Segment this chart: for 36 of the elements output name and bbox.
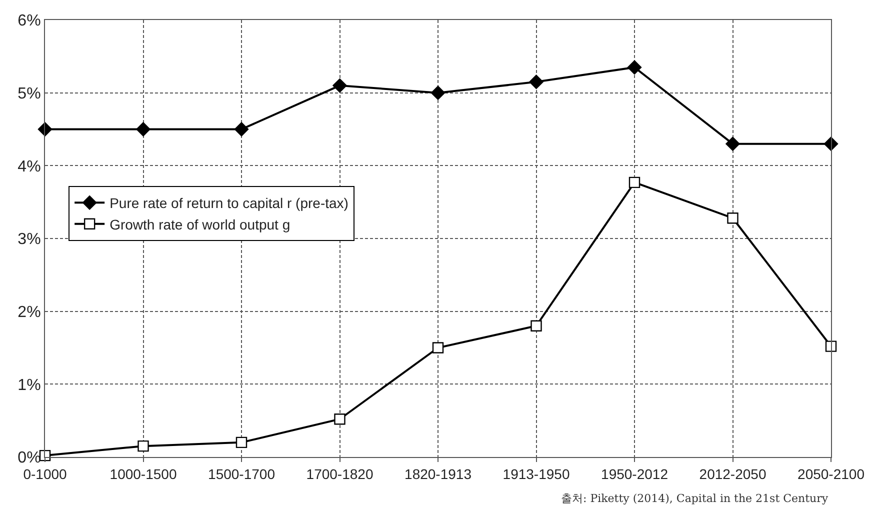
point xyxy=(825,340,837,352)
legend-label: Growth rate of world output g xyxy=(110,216,290,232)
x-tick-label: 2050-2100 xyxy=(798,466,865,482)
y-tick-label: 0% xyxy=(18,450,41,467)
x-tick-label: 1500-1700 xyxy=(208,466,276,482)
point xyxy=(824,136,838,151)
x-tick-label: 1820-1913 xyxy=(404,466,472,482)
point xyxy=(136,122,150,136)
legend-label: Pure rate of return to capital r (pre-tax) xyxy=(110,195,348,212)
point xyxy=(726,136,740,151)
point xyxy=(432,342,444,354)
y-tick-label: 2% xyxy=(18,304,41,321)
point xyxy=(332,78,347,93)
y-tick-label: 4% xyxy=(18,158,41,176)
y-tick-label: 6% xyxy=(18,12,41,30)
point xyxy=(234,122,249,136)
x-tick-label: 1950-2012 xyxy=(601,466,668,482)
y-tick-label: 5% xyxy=(18,85,41,102)
point xyxy=(334,414,346,425)
x-tick-label: 1000-1500 xyxy=(110,466,177,482)
point xyxy=(430,86,446,100)
point xyxy=(529,74,544,90)
point xyxy=(727,212,738,224)
x-tick-label: 2012-2050 xyxy=(699,466,766,482)
x-tick-label: 1700-1820 xyxy=(306,466,374,482)
point xyxy=(627,60,642,74)
point xyxy=(628,176,640,188)
y-tick-label: 1% xyxy=(18,376,41,394)
point xyxy=(236,436,248,448)
point xyxy=(530,320,542,332)
point xyxy=(38,122,52,136)
source-note: 출처: Piketty (2014), Capital in the 21st Century xyxy=(561,492,829,505)
x-tick-label: 1913-1950 xyxy=(502,466,570,482)
y-tick-label: 3% xyxy=(18,231,41,248)
point xyxy=(138,440,149,452)
x-tick-label: 0-1000 xyxy=(23,466,68,482)
